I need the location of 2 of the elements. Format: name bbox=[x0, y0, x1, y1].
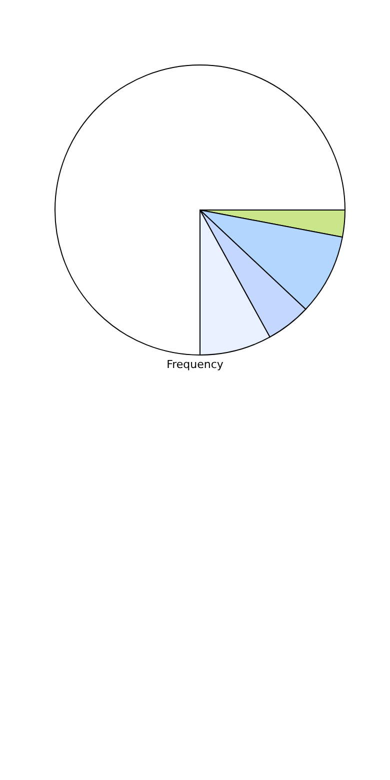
pie-slice bbox=[54, 64, 346, 356]
text: Frequency bbox=[166, 358, 224, 371]
